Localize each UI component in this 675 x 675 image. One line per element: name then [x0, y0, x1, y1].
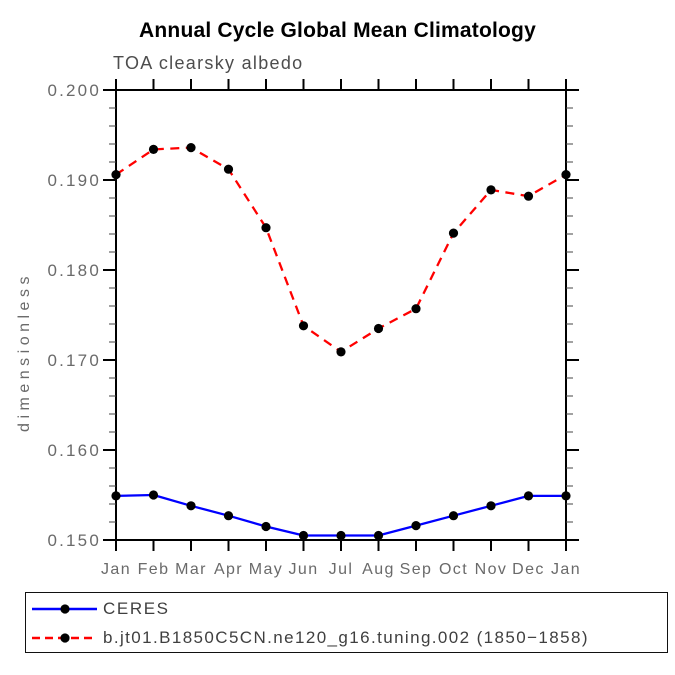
- ceres-marker: [411, 521, 421, 531]
- ceres-sample-marker: [60, 603, 70, 614]
- y-axis-label: dimensionless: [16, 272, 33, 432]
- month-label: Aug: [362, 561, 395, 578]
- ceres-marker: [336, 530, 346, 541]
- model-marker: [561, 170, 571, 180]
- ceres-marker: [223, 511, 234, 521]
- ceres-marker: [486, 501, 496, 511]
- month-label: Mar: [175, 561, 207, 578]
- model-line: [115, 146, 567, 354]
- model-marker: [486, 185, 496, 195]
- model-sample-marker: [60, 632, 70, 643]
- ceres-line: [115, 493, 566, 537]
- model-marker: [298, 321, 309, 331]
- month-label: Jan: [551, 561, 581, 578]
- ceres-marker: [186, 501, 196, 511]
- ceres-marker: [261, 521, 271, 532]
- model-marker: [523, 191, 534, 201]
- chart-title: Annual Cycle Global Mean Climatology: [139, 19, 536, 42]
- y-tick-label: 0.150: [47, 531, 101, 550]
- chart-subtitle: TOA clearsky albedo: [113, 53, 304, 73]
- y-tick-label: 0.170: [47, 351, 101, 370]
- legend-entry-ceres: CERES: [29, 594, 667, 623]
- y-tick-label: 0.200: [47, 81, 101, 100]
- ceres-marker: [523, 491, 534, 501]
- ceres-marker: [373, 530, 384, 541]
- ceres-marker: [448, 511, 459, 521]
- model-marker: [111, 170, 121, 180]
- month-label: Oct: [439, 561, 468, 578]
- ceres-marker: [111, 491, 121, 501]
- month-label: Sep: [400, 561, 433, 578]
- model-marker: [411, 304, 421, 314]
- month-label: Jan: [101, 561, 131, 578]
- model-marker: [186, 143, 196, 153]
- month-label: May: [249, 561, 283, 578]
- y-tick-label: 0.190: [47, 171, 101, 190]
- model-marker: [261, 223, 271, 233]
- model-marker: [148, 144, 159, 154]
- legend-label-model: b.jt01.B1850C5CN.ne120_g16.tuning.002 (1…: [103, 627, 589, 647]
- model-marker: [448, 228, 459, 238]
- legend-box: CERES b.jt01.B1850C5CN.ne120_g16.tuning.…: [25, 592, 668, 653]
- month-label: Apr: [214, 561, 243, 578]
- month-label: Jun: [289, 561, 319, 578]
- month-label: Jul: [329, 561, 354, 578]
- ceres-legend-sample: [32, 603, 97, 614]
- model-legend-sample: [32, 632, 97, 643]
- legend-label-ceres: CERES: [103, 598, 170, 618]
- month-label: Nov: [475, 561, 508, 578]
- model-marker: [336, 347, 346, 357]
- ceres-marker: [298, 530, 309, 541]
- legend-entry-model: b.jt01.B1850C5CN.ne120_g16.tuning.002 (1…: [29, 623, 667, 652]
- y-tick-label: 0.160: [47, 441, 101, 460]
- model-marker: [373, 323, 384, 334]
- ceres-marker: [561, 491, 571, 501]
- plot-frame: [115, 89, 567, 541]
- model-marker: [223, 164, 234, 174]
- month-label: Feb: [138, 561, 170, 578]
- ceres-marker: [148, 490, 159, 500]
- y-tick-label: 0.180: [47, 261, 101, 280]
- month-label: Dec: [512, 561, 545, 578]
